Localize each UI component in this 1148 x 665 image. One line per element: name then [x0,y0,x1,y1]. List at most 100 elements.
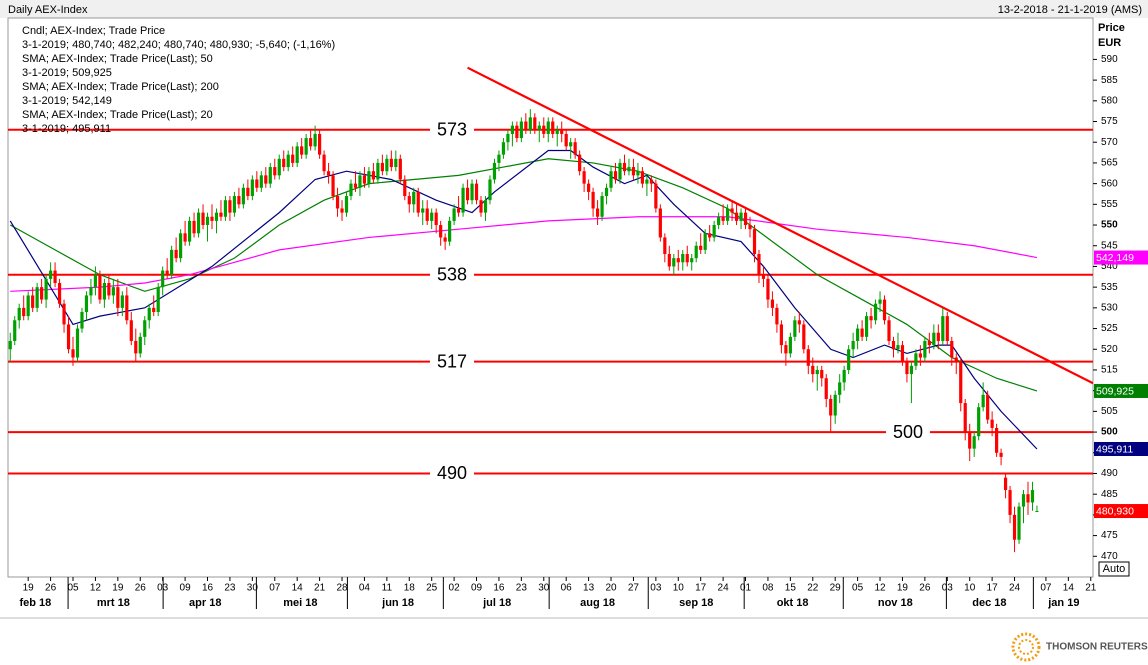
y-tick-label: 475 [1101,530,1118,541]
candle-body [403,179,407,197]
candle-body [918,353,922,358]
x-tick-label: 21 [314,583,326,594]
x-tick-label: 03 [942,583,954,594]
series-tag: 495,911 [1096,443,1133,455]
month-label: apr 18 [189,597,221,609]
candle-body [981,394,985,408]
legend-entry: 3-1-2019; 509,925 [22,67,112,79]
candle-body [497,154,501,163]
month-label: mrt 18 [97,597,130,609]
y-tick-label: 565 [1101,158,1118,169]
candle-body [990,419,994,428]
y-tick-label: 560 [1101,178,1118,189]
candle-body [654,183,658,209]
level-label: 517 [437,351,467,371]
candle-body [564,133,568,147]
candle-body [873,303,878,321]
candle-body [241,187,245,205]
candle-body [340,208,344,213]
candle-body [649,179,653,184]
candle-body [770,299,775,308]
candle-body [412,191,416,205]
candle-body [878,299,882,304]
x-tick-label: 06 [561,583,573,594]
auto-label[interactable]: Auto [1103,563,1126,575]
candle-body [165,270,169,275]
x-tick-label: 10 [673,583,685,594]
level-label-bg [886,422,930,443]
candle-body [995,427,999,453]
level-label: 500 [893,422,923,442]
auto-button[interactable] [1098,561,1130,577]
brand: THOMSON REUTERS [1046,642,1148,653]
candle-body [318,133,322,155]
candle-body [304,138,308,155]
candle-body [986,394,990,420]
x-tick-label: 24 [718,583,730,594]
candle-body [537,125,541,130]
x-tick-label: 23 [516,583,528,594]
level-label-bg [430,351,474,372]
candle-body [847,349,851,370]
axis-title: Price [1098,22,1125,34]
candle-body [394,158,398,168]
candle-body [228,200,232,213]
x-tick-label: 08 [762,583,774,594]
candle-body [179,233,183,259]
x-tick-label: 12 [874,583,886,594]
candle-body [524,121,528,130]
candle-body [62,303,66,325]
candle-body [192,220,196,234]
candle-body [784,345,788,354]
candle-body [183,233,187,242]
candle-body [1008,490,1012,515]
legend-entry: 3-1-2019; 480,740; 482,240; 480,740; 480… [22,39,335,51]
candle-body [170,249,174,275]
candle-body [806,349,810,366]
x-tick-label: 30 [538,583,550,594]
candle-body [430,212,434,221]
candle-body [259,175,263,188]
candle-body [775,307,779,325]
candle-body [134,340,138,354]
y-tick-label: 470 [1101,551,1118,562]
candle-body [752,229,757,255]
candle-body [824,378,828,399]
candle-body [201,212,205,226]
candle-body [797,320,801,325]
candle-body [439,225,443,238]
line [9,149,1038,450]
candle-body [138,336,142,354]
candle-body [591,191,595,209]
candle-body [838,382,842,395]
candle-body [116,287,120,308]
candle-body [31,295,35,308]
candle-body [519,121,523,139]
y-tick-label: 590 [1101,54,1118,65]
candle-body [407,196,411,205]
candle-body [174,249,178,259]
month-label: jun 18 [381,597,414,609]
candle-body [932,332,936,346]
y-tick-label: 555 [1101,199,1118,210]
candle-body [295,146,299,163]
month-label: mei 18 [283,597,317,609]
candle-body [510,125,514,134]
candle-body [443,237,447,242]
candle-body [84,295,89,312]
candle-body [860,328,864,337]
x-tick-label: 16 [493,583,505,594]
legend-entry: SMA; AEX-Index; Trade Price(Last); 50 [22,53,213,65]
candle-body [757,254,761,275]
x-tick-label: 30 [247,583,259,594]
candle-body [152,307,156,312]
candle-body [376,162,380,180]
y-tick-label: 585 [1101,75,1118,86]
x-tick-label: 01 [740,583,752,594]
candle-body [53,270,57,284]
line [9,158,1038,392]
x-tick-label: 19 [23,583,35,594]
y-tick-label: 530 [1101,302,1118,313]
candle-body [1021,494,1026,507]
candle-body [645,179,649,184]
